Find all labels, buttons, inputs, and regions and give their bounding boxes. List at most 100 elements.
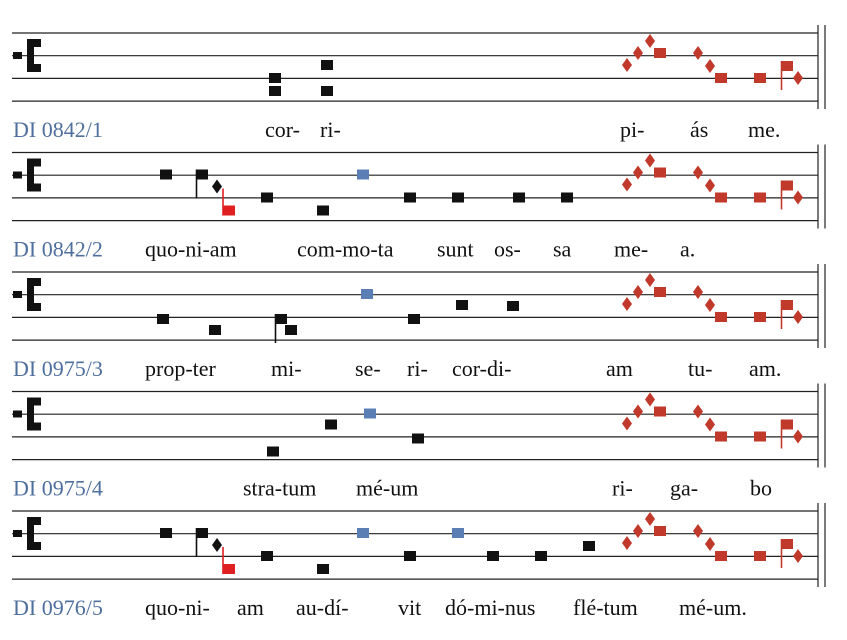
neume-diamond [633,165,643,180]
neume-square [160,528,172,538]
neume-square [269,73,281,83]
system-label: DI 0976/5 [13,595,103,620]
syllable: ás [690,117,708,142]
system-label: DI 0975/3 [13,356,103,381]
syllable: sa [553,237,572,262]
staff-system: DI 0842/2 quo-ni-am com-mo-ta sunt os-sa me-a… [12,144,826,262]
neume-diamond [645,512,655,526]
neume-square [513,192,525,203]
neume-diamond [622,416,632,431]
neume-diamond [633,285,643,299]
neume-diamond [645,153,655,168]
syllable: mi- [271,356,302,381]
syllable: a. [680,237,695,262]
neume-diamond [705,417,715,432]
neume-diamond [622,297,632,311]
staff-system: DI 0842/1 cor-ri-pi-ás me. [12,25,826,142]
syllable: sunt [437,237,474,262]
syllable: ri- [320,117,341,142]
neume-square [754,431,766,442]
neume-square [754,312,766,322]
neume-diamond [693,165,703,180]
syllable: am. [749,356,781,381]
neume-square [321,86,333,96]
neume-diamond [705,178,715,193]
neume-square [361,289,373,299]
neume-diamond [705,298,715,312]
clef [13,291,22,298]
system-label: DI 0842/2 [13,237,103,262]
staff-system: DI 0975/3 prop-ter mi-se-ri-cor-di-am tu-am… [12,264,826,381]
neume-square [267,446,279,457]
neume-square [715,431,727,442]
syllable: cor- [265,117,300,142]
clef [27,517,41,550]
neume-square [404,551,416,561]
neume-square [654,167,666,178]
syllable: mé-um. [679,595,747,620]
syllable: cor-di- [452,356,511,381]
syllable: com-mo-ta [297,237,394,262]
neume-square [160,169,172,180]
neume-square [209,325,221,335]
neume-square [754,551,766,561]
syllable: dó-mi-nus [445,595,535,620]
neume-diamond [212,179,222,194]
syllable: pi- [620,117,644,142]
neume-square [583,541,595,551]
neume-square [781,419,793,430]
neume-square [317,205,329,216]
syllable: me- [614,237,648,262]
staff-system: DI 0975/4 stra-tum mé-um ri-ga-bo [12,383,826,501]
syllable: bo [750,476,772,501]
neume-square [317,564,329,574]
neume-diamond [645,392,655,407]
neume-diamond [705,59,715,73]
neume-square [715,312,727,322]
neume-diamond [693,524,703,538]
neume-square [223,205,235,216]
neume-square [275,314,287,324]
neume-diamond [633,524,643,538]
syllable: au-dí- [296,595,349,620]
syllable: prop-ter [145,356,217,381]
neume-diamond [793,549,803,563]
neume-square [654,406,666,417]
neume-square [487,551,499,561]
clef [13,530,22,537]
syllable: mé-um [356,476,418,501]
syllable: stra-tum [243,476,316,501]
syllable: tu- [688,356,712,381]
neume-diamond [212,538,222,552]
neume-diamond [793,71,803,85]
neume-square [452,528,464,538]
neume-square [535,551,547,561]
neume-diamond [693,46,703,60]
system-label: DI 0842/1 [13,117,103,142]
syllable: ga- [670,476,698,501]
neume-square [654,48,666,58]
syllable: vit [398,595,421,620]
neume-square [507,301,519,311]
neume-diamond [793,429,803,444]
neume-diamond [633,46,643,60]
syllable: am [606,356,633,381]
neume-square [269,86,281,96]
neume-diamond [622,536,632,550]
neume-diamond [645,34,655,48]
syllable: quo-ni-am [145,237,237,262]
neume-diamond [693,404,703,419]
syllable: se- [355,356,381,381]
syllable: me. [748,117,780,142]
neume-diamond [622,58,632,72]
neume-square [781,180,793,191]
neume-square [325,419,337,430]
neume-square [781,61,793,71]
staff-system: DI 0976/5 quo-ni-am au-dí-vit dó-mi-nus flé-… [12,503,826,620]
clef [27,158,41,192]
neume-square [285,325,297,335]
neume-square [654,287,666,297]
syllable: flé-tum [573,595,638,620]
clef [13,410,22,418]
